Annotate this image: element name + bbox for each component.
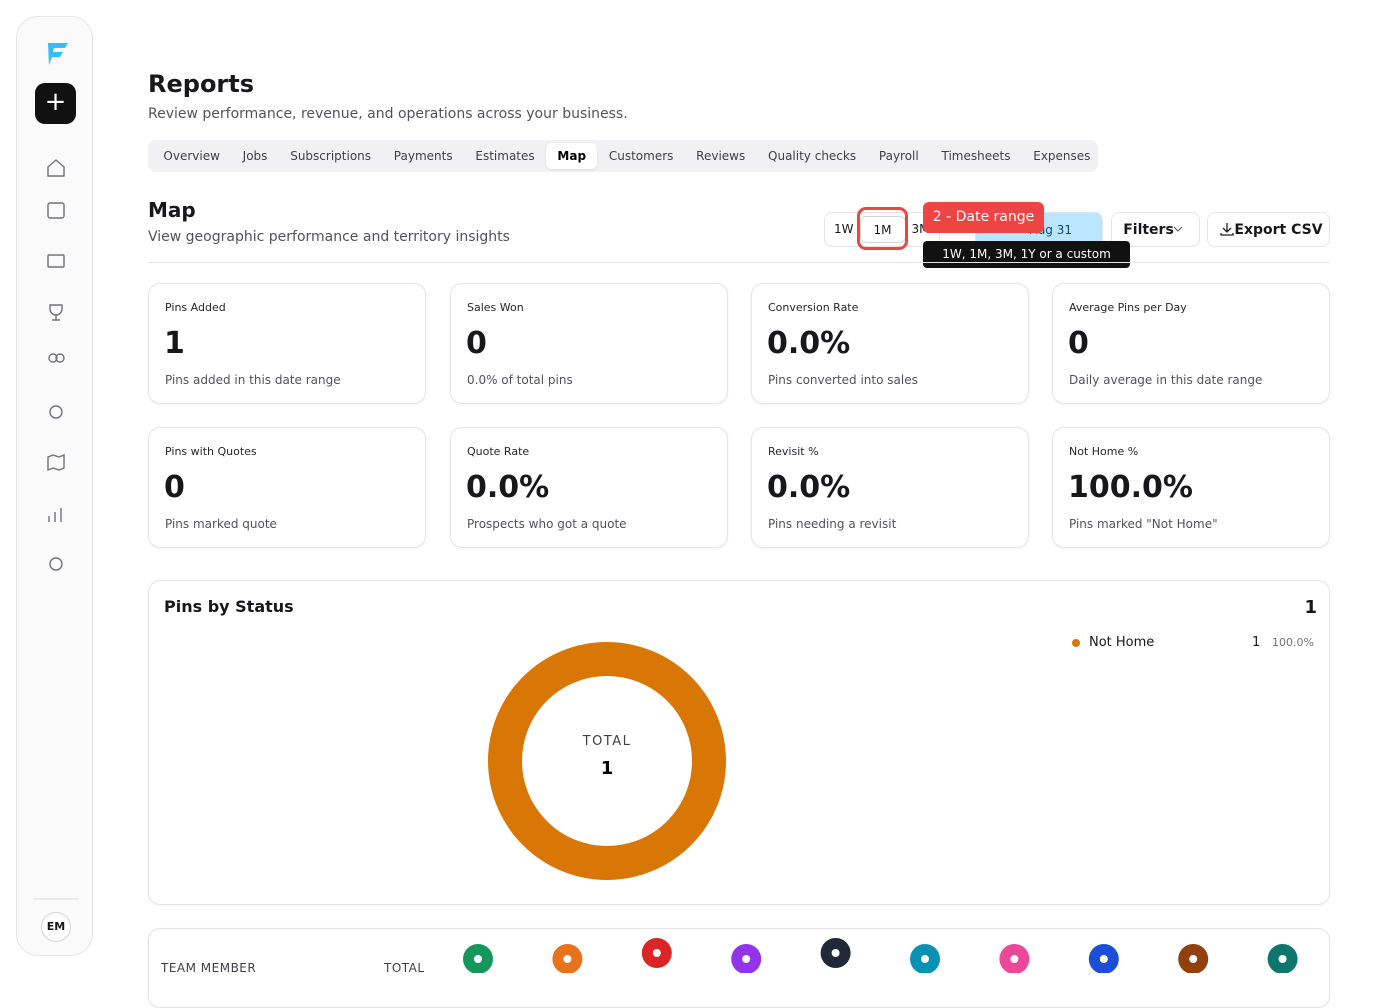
status-glyph — [652, 949, 661, 957]
stat-card: Pins with Quotes 0 Pins marked quote — [148, 427, 426, 548]
stat-note: Pins added in this date range — [165, 373, 341, 387]
legend-row: Not Home 1 100.0% — [1069, 634, 1314, 654]
tab[interactable]: Expenses — [1033, 149, 1091, 163]
tab-bar: Overview Jobs Subscriptions Payments Estimat… — [148, 140, 1098, 172]
status-glyph — [921, 955, 929, 963]
reports-icon[interactable] — [48, 508, 62, 522]
tab[interactable]: Map — [546, 143, 598, 169]
legend-percent: 100.0% — [1272, 636, 1314, 649]
stat-value: 1 — [164, 326, 185, 361]
stat-card: Average Pins per Day 0 Daily average in th… — [1052, 283, 1330, 404]
status-glyph — [831, 949, 840, 957]
stat-label: Not Home % — [1069, 445, 1139, 458]
annotation-label: 2 - Date range — [923, 202, 1044, 233]
page-subtitle: Review performance, revenue, and operati… — [148, 106, 628, 122]
stat-card: Sales Won 0 0.0% of total pins — [450, 283, 728, 404]
stat-value: 0.0% — [767, 470, 851, 505]
sidebar: + EM — [16, 16, 93, 956]
team-icon[interactable] — [48, 353, 58, 363]
range-button[interactable]: 1W — [834, 222, 854, 236]
tooltip: 1W, 1M, 3M, 1Y or a custom range. — [923, 241, 1130, 288]
tab[interactable]: Payments — [393, 149, 453, 163]
tab[interactable]: Overview — [163, 149, 220, 163]
stat-label: Conversion Rate — [768, 301, 859, 314]
stat-note: Pins converted into sales — [768, 373, 918, 387]
trophy-icon[interactable] — [49, 304, 63, 321]
legend: Not Home 1 100.0% — [1069, 634, 1314, 654]
stat-label: Revisit % — [768, 445, 819, 458]
map-icon[interactable] — [47, 453, 65, 472]
stat-value: 0 — [466, 326, 487, 361]
section-title: Map — [148, 198, 196, 222]
stat-card: Revisit % 0.0% Pins needing a revisit — [751, 427, 1029, 548]
target-icon[interactable] — [49, 405, 63, 419]
stat-label: Average Pins per Day — [1069, 301, 1187, 314]
stat-card: Quote Rate 0.0% Prospects who got a quote — [450, 427, 728, 548]
stat-note: Pins marked quote — [165, 517, 277, 531]
donut-chart: TOTAL 1 — [488, 642, 726, 880]
section-subtitle: View geographic performance and territor… — [148, 229, 510, 245]
team-table: TEAM MEMBER TOTAL — [148, 928, 1330, 1008]
stat-label: Pins Added — [165, 301, 226, 314]
stat-value: 0.0% — [767, 326, 851, 361]
card-title: Pins by Status — [164, 597, 294, 616]
tab[interactable]: Customers — [608, 149, 674, 163]
stat-card: Pins Added 1 Pins added in this date range — [148, 283, 426, 404]
tab[interactable]: Quality checks — [768, 149, 857, 163]
highlight-box — [857, 207, 908, 250]
logo — [48, 43, 68, 65]
stat-card: Conversion Rate 0.0% Pins converted into s… — [751, 283, 1029, 404]
tab[interactable]: Payroll — [878, 149, 919, 163]
new-button[interactable]: + — [35, 83, 76, 124]
legend-name: Not Home — [1089, 635, 1155, 650]
stat-value: 0 — [164, 470, 185, 505]
stat-card: Not Home % 100.0% Pins marked "Not Home" — [1052, 427, 1330, 548]
stat-label: Quote Rate — [467, 445, 530, 458]
stat-label: Sales Won — [467, 301, 524, 314]
status-glyph — [742, 955, 751, 963]
tab[interactable]: Jobs — [242, 149, 268, 163]
total-count: 1 — [1304, 597, 1317, 618]
legend-count: 1 — [1252, 635, 1261, 650]
stat-note: Daily average in this date range — [1069, 373, 1263, 387]
user-avatar[interactable]: EM — [41, 912, 71, 942]
divider — [148, 262, 1330, 263]
status-glyph — [1099, 955, 1108, 963]
stat-value: 0 — [1068, 326, 1089, 361]
status-card: Pins by Status 1 Not Home 1 100.0% TOTAL 1 — [148, 580, 1330, 905]
calendar-icon[interactable] — [47, 202, 65, 219]
legend-dot — [1072, 639, 1080, 647]
page-title: Reports — [148, 70, 255, 98]
center-label: TOTAL — [582, 734, 632, 749]
stat-note: Prospects who got a quote — [467, 517, 627, 531]
stat-label: Pins with Quotes — [165, 445, 257, 458]
tab[interactable]: Estimates — [475, 149, 535, 163]
download-icon — [1220, 223, 1234, 236]
stat-value: 100.0% — [1068, 470, 1193, 505]
donut-segment — [488, 642, 726, 880]
status-glyph — [1010, 955, 1019, 963]
stat-note: Pins needing a revisit — [768, 517, 897, 531]
mail-icon[interactable] — [47, 254, 65, 268]
status-glyph — [474, 955, 482, 963]
stat-value: 0.0% — [466, 470, 550, 505]
chevron — [1173, 226, 1183, 232]
nav-icons — [33, 159, 79, 900]
tab[interactable]: Subscriptions — [290, 149, 372, 163]
status-glyph — [1189, 955, 1198, 963]
page: + EM Reports Review performance, revenue… — [16, 16, 1330, 1008]
status-glyph — [563, 955, 572, 963]
status-glyph — [1278, 955, 1287, 963]
settings-icon[interactable] — [49, 557, 63, 571]
tab[interactable]: Timesheets — [941, 149, 1011, 163]
stat-note: Pins marked "Not Home" — [1069, 517, 1218, 531]
home-icon[interactable] — [47, 159, 65, 177]
stat-note: 0.0% of total pins — [467, 373, 573, 387]
tab[interactable]: Reviews — [696, 149, 746, 163]
center-total: 1 — [601, 758, 614, 779]
status-icons — [463, 938, 1298, 973]
